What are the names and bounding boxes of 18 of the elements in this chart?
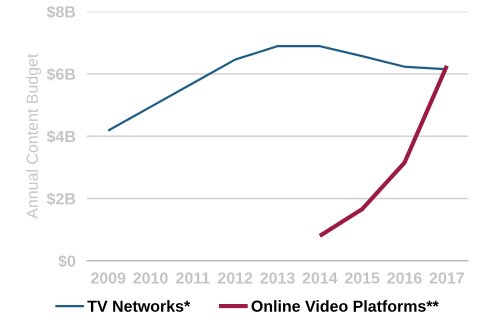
x-tick-label: 2009 xyxy=(90,272,126,284)
x-tick-label: 2017 xyxy=(430,272,464,284)
x-tick-label: 2010 xyxy=(133,272,168,284)
x-tick-label: 2011 xyxy=(176,272,210,284)
y-tick-label: $2B xyxy=(46,192,76,206)
y-tick-label: $0 xyxy=(58,254,76,268)
legend-label: TV Networks* xyxy=(87,300,190,312)
y-tick-label: $4B xyxy=(46,130,76,144)
y-tick-label: $8B xyxy=(46,6,76,19)
y-axis-title: Annual Content Budget xyxy=(26,54,42,219)
x-tick-label: 2016 xyxy=(387,272,422,284)
legend-label: Online Video Platforms** xyxy=(252,300,439,312)
x-tick-label: 2012 xyxy=(218,272,252,284)
x-tick-label: 2014 xyxy=(302,272,338,284)
line-series xyxy=(318,64,449,238)
y-tick-label: $6B xyxy=(46,68,76,81)
x-tick-label: 2013 xyxy=(260,272,295,284)
x-tick-label: 2015 xyxy=(344,272,380,284)
